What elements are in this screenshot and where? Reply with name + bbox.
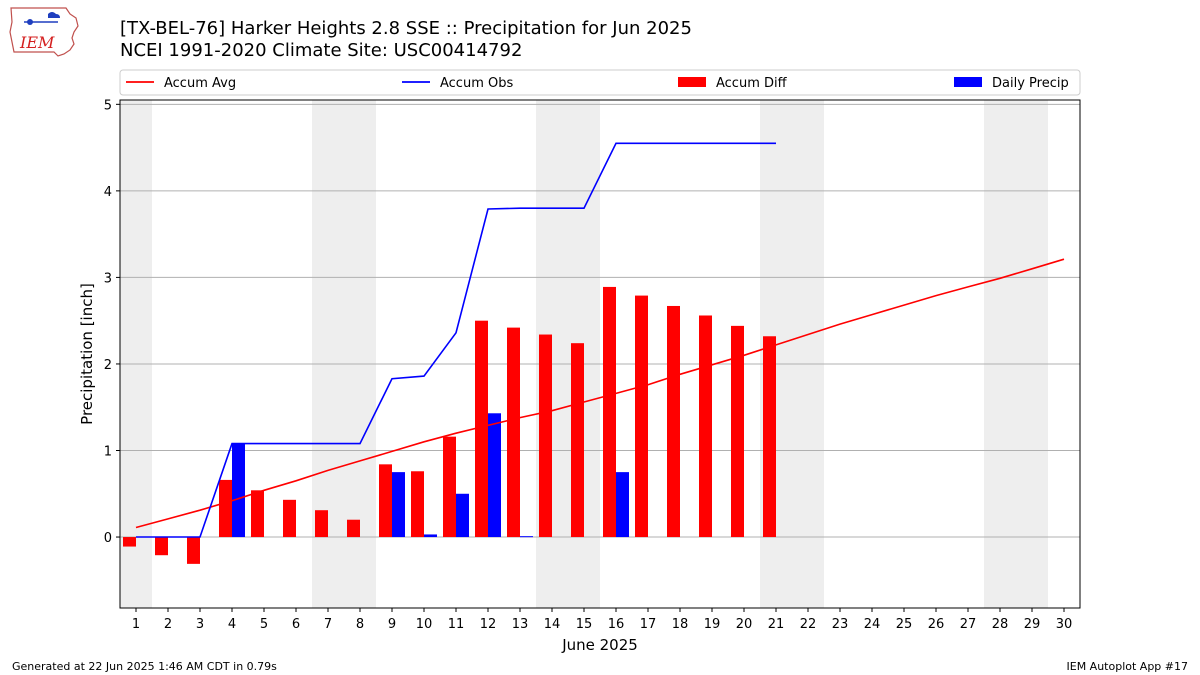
accum-diff-bar-day-12 bbox=[475, 320, 488, 538]
y-tick-label: 0 bbox=[104, 531, 112, 546]
accum-diff-bar-day-4 bbox=[219, 479, 232, 538]
accum-diff-bar-day-2 bbox=[155, 537, 168, 556]
accum-diff-bar-day-6 bbox=[283, 499, 296, 538]
y-tick-label: 2 bbox=[104, 358, 112, 373]
x-tick-label: 14 bbox=[544, 617, 561, 632]
x-tick-label: 4 bbox=[228, 617, 236, 632]
y-tick-label: 5 bbox=[104, 98, 112, 113]
legend-swatch-3 bbox=[954, 77, 982, 87]
x-tick-label: 30 bbox=[1056, 617, 1073, 632]
accum-diff-bar-day-3 bbox=[187, 537, 200, 564]
daily-precip-bar-day-11 bbox=[456, 493, 469, 538]
x-tick-label: 2 bbox=[164, 617, 172, 632]
x-tick-label: 16 bbox=[608, 617, 625, 632]
x-tick-label: 15 bbox=[576, 617, 593, 632]
accum-diff-bar-day-19 bbox=[699, 315, 712, 538]
daily-precip-bar-day-9 bbox=[392, 472, 405, 538]
generated-footer: Generated at 22 Jun 2025 1:46 AM CDT in … bbox=[12, 660, 277, 673]
accum-diff-bar-day-8 bbox=[347, 519, 360, 538]
x-tick-label: 7 bbox=[324, 617, 332, 632]
x-tick-label: 22 bbox=[800, 617, 817, 632]
daily-precip-bar-day-12 bbox=[488, 413, 501, 538]
x-tick-label: 17 bbox=[640, 617, 657, 632]
chart-subtitle: NCEI 1991-2020 Climate Site: USC00414792 bbox=[120, 40, 523, 61]
x-tick-label: 24 bbox=[864, 617, 881, 632]
x-tick-label: 13 bbox=[512, 617, 529, 632]
weekend-band-day-1 bbox=[120, 100, 152, 608]
weekend-band-day-22 bbox=[792, 100, 824, 608]
legend: Accum Avg Accum Obs Accum Diff Daily Precip bbox=[119, 69, 1081, 96]
x-tick-label: 10 bbox=[416, 617, 433, 632]
y-axis-label: Precipitation [inch] bbox=[78, 283, 96, 425]
legend-label-2: Accum Diff bbox=[716, 76, 788, 91]
x-tick-label: 26 bbox=[928, 617, 945, 632]
daily-precip-bar-day-10 bbox=[424, 534, 437, 538]
legend-box bbox=[119, 69, 1081, 96]
x-tick-label: 20 bbox=[736, 617, 753, 632]
x-tick-label: 9 bbox=[388, 617, 396, 632]
x-tick-label: 28 bbox=[992, 617, 1009, 632]
iowa-outline-icon bbox=[9, 7, 79, 57]
legend-swatch-2 bbox=[678, 77, 706, 87]
accum-diff-bar-day-18 bbox=[667, 305, 680, 538]
accum-obs-line bbox=[136, 142, 776, 538]
daily-precip-bar-day-4 bbox=[232, 443, 245, 538]
accum-diff-bar-day-16 bbox=[603, 286, 616, 538]
legend-label-0: Accum Avg bbox=[164, 76, 236, 91]
accum-diff-bar-day-21 bbox=[763, 336, 776, 538]
accum-diff-bar-day-14 bbox=[539, 334, 552, 538]
weekend-band-day-28 bbox=[984, 100, 1016, 608]
y-tick-label: 4 bbox=[104, 185, 112, 200]
accum-diff-bar-day-20 bbox=[731, 325, 744, 538]
x-tick-label: 5 bbox=[260, 617, 268, 632]
accum-diff-bar-day-11 bbox=[443, 436, 456, 538]
weekend-band-day-29 bbox=[1016, 100, 1048, 608]
x-tick-label: 3 bbox=[196, 617, 204, 632]
logo-station-icon bbox=[27, 19, 33, 25]
accum-diff-bar-day-10 bbox=[411, 471, 424, 538]
x-tick-label: 21 bbox=[768, 617, 785, 632]
y-tick-label: 1 bbox=[104, 444, 112, 459]
x-tick-label: 8 bbox=[356, 617, 364, 632]
x-tick-label: 25 bbox=[896, 617, 913, 632]
legend-label-1: Accum Obs bbox=[440, 76, 513, 91]
x-tick-label: 27 bbox=[960, 617, 977, 632]
accum-diff-bar-day-13 bbox=[507, 327, 520, 538]
x-tick-label: 18 bbox=[672, 617, 689, 632]
x-tick-label: 12 bbox=[480, 617, 497, 632]
logo-text: IEM bbox=[19, 33, 55, 52]
x-tick-label: 6 bbox=[292, 617, 300, 632]
accum-diff-bar-day-9 bbox=[379, 464, 392, 538]
iem-logo: IEM bbox=[9, 7, 79, 57]
chart-title: [TX-BEL-76] Harker Heights 2.8 SSE :: Pr… bbox=[120, 18, 692, 39]
accum-diff-bar-day-1 bbox=[123, 537, 136, 547]
accum-diff-bar-day-7 bbox=[315, 510, 328, 538]
legend-label-3: Daily Precip bbox=[992, 76, 1069, 91]
daily-precip-bar-day-13 bbox=[520, 536, 533, 538]
x-tick-label: 19 bbox=[704, 617, 721, 632]
x-tick-label: 23 bbox=[832, 617, 849, 632]
accum-diff-bar-day-5 bbox=[251, 490, 264, 538]
x-axis-label: June 2025 bbox=[561, 636, 638, 654]
x-tick-label: 11 bbox=[448, 617, 465, 632]
accum-diff-bar-day-15 bbox=[571, 343, 584, 538]
app-footer: IEM Autoplot App #17 bbox=[1066, 660, 1189, 673]
accum-diff-bar-day-17 bbox=[635, 295, 648, 538]
x-tick-label: 29 bbox=[1024, 617, 1041, 632]
logo-cloud-icon bbox=[48, 12, 60, 18]
plot-frame bbox=[119, 99, 1081, 609]
x-tick-label: 1 bbox=[132, 617, 140, 632]
accum-avg-line bbox=[135, 258, 1065, 529]
y-tick-label: 3 bbox=[104, 271, 112, 286]
daily-precip-bar-day-16 bbox=[616, 472, 629, 538]
